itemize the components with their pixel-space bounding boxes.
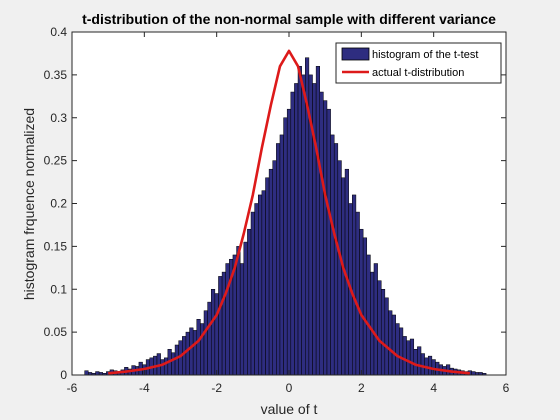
histogram-bar [427,355,433,376]
histogram-bar [174,344,179,376]
histogram-bar [380,289,386,376]
histogram-bar [210,289,216,376]
x-tick-label: -4 [139,381,150,395]
histogram-bar [391,314,396,376]
y-tick-label: 0.4 [50,25,67,39]
y-axis-label: histogram frquence normalized [21,108,37,300]
histogram-bar [323,100,328,376]
histogram-bar [406,340,411,376]
histogram-bar [402,336,407,376]
histogram-bar [294,83,299,376]
y-tick-label: 0 [60,368,67,382]
histogram-bar [417,346,422,376]
histogram-bar [250,211,255,376]
histogram-bar [283,117,288,376]
histogram-bar [355,211,360,376]
histogram-bar [203,310,208,376]
histogram-bar [272,160,277,376]
histogram-bar [373,263,378,376]
histogram-bar [395,323,400,376]
chart-title: t-distribution of the non-normal sample … [82,11,496,27]
histogram-bar [265,177,270,376]
histogram-bar [279,134,284,376]
histogram-bar [286,108,292,376]
histogram-bar [95,371,100,376]
histogram-bar [420,353,425,376]
y-axis-ticks: 0 0.05 0.1 0.15 0.2 0.25 0.3 0.35 0.4 [44,25,506,382]
histogram-bar [337,160,342,376]
histogram-bar [399,327,404,376]
histogram-bar [388,310,393,376]
legend: histogram of the t-test actual t-distrib… [335,42,502,84]
legend-label-line: actual t-distribution [372,67,464,79]
x-tick-label: -6 [67,381,78,395]
x-tick-label: 2 [358,381,365,395]
histogram-bar [297,66,302,376]
histogram-bar [171,352,176,376]
histogram-bar [384,297,389,376]
y-tick-label: 0.35 [44,68,68,82]
histogram-bar [247,228,252,376]
histogram-bar [268,168,273,376]
y-tick-label: 0.05 [44,325,68,339]
x-tick-label: 4 [430,381,437,395]
y-tick-label: 0.25 [44,154,68,168]
y-tick-label: 0.15 [44,239,68,253]
histogram-bar [258,194,263,376]
histogram-bar [243,241,248,376]
x-axis-ticks: -6 -4 -2 0 2 4 6 [67,32,510,395]
histogram-bar [352,194,357,376]
histogram-bar [326,108,331,376]
histogram-bar [185,331,190,376]
histogram-bar [290,91,295,376]
histogram-bar [319,91,324,376]
x-tick-label: -2 [211,381,222,395]
histogram-bar [370,271,375,376]
x-tick-label: 0 [286,381,293,395]
histogram-bar [413,349,418,376]
y-tick-label: 0.3 [50,111,67,125]
histogram-bar [276,143,281,376]
histogram-bar [221,271,226,376]
histogram-bar [333,143,339,376]
histogram-bar [189,327,194,376]
histogram-bar [359,228,364,376]
histogram-bar [84,370,89,376]
histogram-bar [471,371,476,376]
histogram-bar [239,263,245,376]
legend-label-histogram: histogram of the t-test [372,49,478,61]
histogram-bar [225,263,230,376]
y-tick-label: 0.1 [50,282,67,296]
y-tick-label: 0.2 [50,197,67,211]
histogram-bar [315,66,321,376]
histogram-bar [192,330,198,376]
histogram-bar [261,190,266,376]
histogram-bar [409,338,415,376]
histogram-bar [341,177,346,376]
x-axis-label: value of t [261,401,318,417]
histogram-bar [200,323,205,376]
x-tick-label: 6 [503,381,510,395]
histogram-bar [196,319,201,376]
histogram-bar [160,359,165,376]
histogram-bar [214,293,219,376]
histogram-bar [254,203,259,376]
histogram-bar [301,74,306,376]
histogram-bar [236,246,241,376]
histogram-bar [377,280,382,376]
histogram-bar [330,134,335,376]
histogram-bar [218,276,223,376]
histogram-bar [207,301,212,376]
t-distribution-curve [108,49,470,375]
histogram-bar [163,357,169,376]
histogram-bar [362,237,368,376]
legend-swatch-histogram [341,47,370,61]
histogram-bar [366,254,371,376]
